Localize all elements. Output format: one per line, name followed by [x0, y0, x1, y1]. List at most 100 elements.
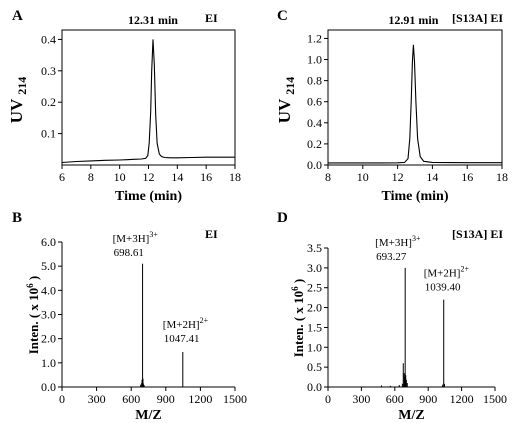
- x-tick-label: 600: [122, 392, 140, 406]
- ion-name: [M+3H]: [113, 233, 150, 245]
- x-axis-title: M/Z: [398, 408, 424, 423]
- x-tick-label: 900: [157, 392, 175, 406]
- y-axis-title-sub: 214: [15, 77, 29, 95]
- y-axis-title: Inten. ( x 106 ): [25, 276, 41, 355]
- x-tick-label: 16: [461, 170, 473, 184]
- ion-mz-value: 1039.40: [425, 282, 461, 294]
- y-tick-label: 0.2: [41, 95, 56, 109]
- y-axis-title-sub: 214: [283, 77, 297, 95]
- panel-letter: A: [12, 8, 23, 24]
- y-tick-label: 0.5: [307, 360, 322, 374]
- x-tick-label: 6: [59, 170, 65, 184]
- y-tick-label: 3.0: [41, 308, 56, 322]
- x-tick-label: 900: [419, 392, 437, 406]
- panel-d: D [S13A] EI 0 300 600 900 1200 1500 0.0 0.5 1.0 1.5…: [277, 210, 507, 423]
- y-tick-label: 1.2: [307, 31, 322, 45]
- x-axis-title: Time (min): [115, 189, 182, 204]
- y-tick-label: 1.0: [307, 53, 322, 67]
- y-tick-label: 5.0: [41, 259, 56, 273]
- x-tick-label: 18: [229, 170, 241, 184]
- y-tick-label: 4.0: [41, 283, 56, 297]
- panel-tag: EI: [205, 11, 218, 25]
- x-tick-label: 10: [357, 170, 369, 184]
- panel-letter: D: [277, 210, 288, 226]
- y-tick-label: 0.0: [307, 158, 322, 172]
- y-tick-label: 0.4: [41, 32, 56, 46]
- y-tick-label: 2.0: [307, 301, 322, 315]
- panel-tag: [S13A] EI: [452, 227, 503, 241]
- x-tick-label: 300: [352, 392, 370, 406]
- y-tick-label: 0.4: [307, 116, 322, 130]
- panel-tag: [S13A] EI: [452, 11, 503, 25]
- y-axis-title-prefix: Inten. ( x 10: [26, 288, 41, 354]
- y-tick-label: 1.0: [307, 340, 322, 354]
- y-axis-title-suffix: ): [26, 276, 41, 284]
- x-tick-label: 10: [114, 170, 126, 184]
- ion-charge: 3+: [149, 230, 158, 239]
- x-tick-label: 8: [88, 170, 94, 184]
- y-tick-label: 2.5: [307, 281, 322, 295]
- y-tick-label: 0.0: [41, 380, 56, 394]
- y-tick-label: 0.2: [307, 137, 322, 151]
- ion-mz-value: 1047.41: [164, 333, 200, 345]
- panel-c: C [S13A] EI 8 10 12 14 16 18 0.0 0.2 0.4 0.6 0.8 1.0 1…: [275, 8, 508, 204]
- x-tick-label: 1200: [188, 392, 212, 406]
- x-tick-label: 1500: [223, 392, 247, 406]
- ion-label: [M+3H]3+: [113, 230, 159, 245]
- peak-time-label: 12.31 min: [128, 13, 178, 27]
- y-tick-label: 0.0: [307, 380, 322, 394]
- y-axis-title-main: UV: [275, 98, 294, 123]
- plot-frame: [327, 29, 503, 166]
- x-tick-label: 1500: [483, 392, 507, 406]
- y-tick-label: 6.0: [41, 235, 56, 249]
- ion-mz-value: 693.27: [376, 251, 407, 263]
- ion-label: [M+3H]3+: [375, 234, 421, 249]
- x-tick-label: 12: [392, 170, 404, 184]
- x-axis-title: M/Z: [135, 408, 161, 423]
- panel-letter: B: [12, 210, 22, 226]
- y-tick-label: 0.8: [307, 74, 322, 88]
- y-axis-title-exponent: 6: [25, 283, 35, 288]
- uv-trace-line: [328, 44, 502, 164]
- panel-a: A EI 6 8 10 12 14 16 18 0.1 0.2 0.3 0.4 Time (min) UV 2…: [7, 8, 241, 204]
- y-tick-label: 0.3: [41, 64, 56, 78]
- ion-label: [M+2H]2+: [163, 316, 209, 331]
- y-axis-title: UV 214: [7, 77, 29, 124]
- y-tick-label: 3.5: [307, 241, 322, 255]
- y-tick-label: 1.5: [307, 320, 322, 334]
- x-tick-label: 0: [59, 392, 65, 406]
- uv-trace-line: [61, 39, 235, 164]
- y-axis-title-main: UV: [7, 98, 26, 123]
- peak-time-label: 12.91 min: [388, 13, 438, 27]
- x-tick-label: 18: [496, 170, 508, 184]
- y-axis-title: UV 214: [275, 77, 297, 124]
- x-tick-label: 300: [88, 392, 106, 406]
- x-tick-label: 0: [325, 392, 331, 406]
- y-tick-label: 2.0: [41, 332, 56, 346]
- x-tick-label: 600: [386, 392, 404, 406]
- x-tick-label: 1200: [450, 392, 474, 406]
- ion-name: [M+2H]: [424, 268, 461, 280]
- ion-charge: 2+: [200, 316, 209, 325]
- x-tick-label: 16: [200, 170, 212, 184]
- ion-name: [M+3H]: [375, 237, 412, 249]
- y-axis-title-exponent: 6: [290, 286, 300, 291]
- y-tick-label: 1.0: [41, 356, 56, 370]
- ion-charge: 3+: [412, 234, 421, 243]
- x-tick-label: 14: [426, 170, 438, 184]
- x-axis-title: Time (min): [381, 189, 448, 204]
- panel-b: B EI 0 300 600 900 1200 1500 0.0 1.0 2.0 3.0 4.0 5.0 6…: [12, 210, 247, 423]
- y-axis-title-prefix: Inten. ( x 10: [291, 291, 306, 357]
- x-tick-label: 14: [171, 170, 183, 184]
- x-tick-label: 8: [325, 170, 331, 184]
- ion-name: [M+2H]: [163, 319, 200, 331]
- ion-mz-value: 698.61: [114, 247, 144, 259]
- y-axis-title-suffix: ): [291, 279, 306, 287]
- y-axis-title: Inten. ( x 106 ): [290, 279, 306, 358]
- x-tick-label: 12: [143, 170, 155, 184]
- ion-charge: 2+: [460, 265, 469, 274]
- y-tick-label: 3.0: [307, 261, 322, 275]
- y-tick-label: 0.1: [41, 127, 56, 141]
- ion-label: [M+2H]2+: [424, 265, 470, 280]
